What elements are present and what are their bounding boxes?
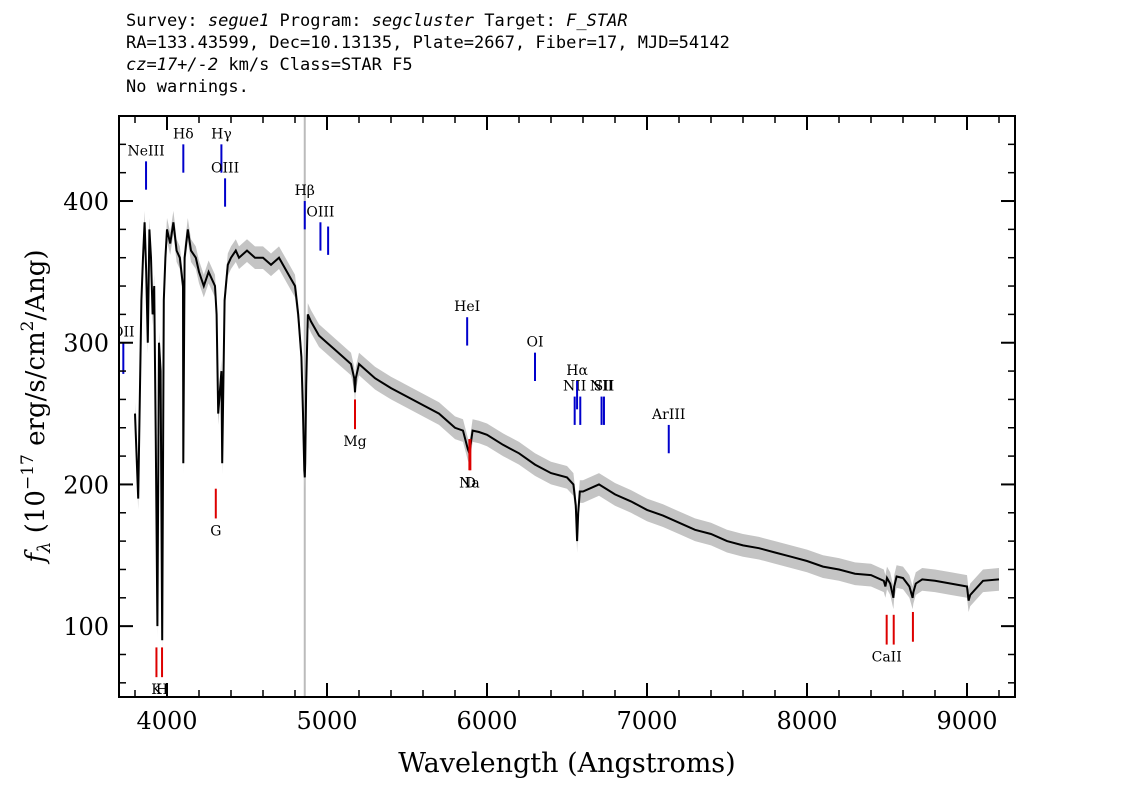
y-label-exp1: −17 xyxy=(18,454,38,490)
y-label-exp2: 2 xyxy=(18,321,38,332)
header-line-2: RA=133.43599, Dec=10.13135, Plate=2667, … xyxy=(126,33,730,53)
survey-value: segue1 xyxy=(207,11,270,31)
x-tick-label: 6000 xyxy=(456,707,517,735)
y-axis-label: fλ (10−17 erg/s/cm2/Ang) xyxy=(18,249,55,564)
emission-line-label: NII xyxy=(590,379,613,395)
redshift-value: cz=17+/-2 xyxy=(126,55,219,75)
emission-line-label: ArIII xyxy=(651,407,685,423)
plot-frame xyxy=(118,115,1016,698)
x-tick-label: 8000 xyxy=(776,707,837,735)
emission-line-label: OIII xyxy=(211,160,239,176)
header-line-4: No warnings. xyxy=(126,77,249,97)
header-line-1: Survey: segue1 Program: segcluster Targe… xyxy=(126,10,730,32)
program-label: Program: xyxy=(269,11,372,31)
axis-ticks: 4000 5000 6000 7000 8000 9000 100 200 300 400 xyxy=(63,116,1015,735)
emission-line-label: HeI xyxy=(454,299,480,315)
y-tick-label: 400 xyxy=(63,188,109,216)
absorption-line-label: CaII xyxy=(872,650,902,666)
emission-line-label: SII xyxy=(594,379,615,395)
emission-line-label: OIII xyxy=(306,204,334,220)
absorption-line-label: Na xyxy=(459,475,480,491)
x-tick-label: 7000 xyxy=(616,707,677,735)
emission-line-label: NeIII xyxy=(127,143,164,159)
error-band xyxy=(135,210,999,652)
emission-line-label: NII xyxy=(563,379,586,395)
absorption-line-label: Mg xyxy=(343,434,366,450)
y-label-pre: (10 xyxy=(21,490,51,542)
target-value: F_STAR xyxy=(566,11,628,31)
x-tick-label: 4000 xyxy=(136,707,197,735)
x-axis-label: Wavelength (Angstroms) xyxy=(398,748,735,779)
y-label-post: /Ang) xyxy=(21,249,51,320)
absorption-line-label: D xyxy=(465,475,476,491)
x-tick-label: 9000 xyxy=(936,707,997,735)
y-label-mid: erg/s/cm xyxy=(21,331,51,454)
emission-line-label: Hβ xyxy=(295,183,315,199)
header-line-3: cz=17+/-2 km/s Class=STAR F5 xyxy=(126,54,730,76)
program-value: segcluster xyxy=(371,11,475,31)
emission-line-label: Hα xyxy=(566,363,588,379)
emission-line-label: OI xyxy=(526,335,543,351)
y-tick-label: 300 xyxy=(63,330,109,358)
y-tick-label: 100 xyxy=(63,613,109,641)
spectrum-line xyxy=(134,222,1000,641)
x-tick-label: 5000 xyxy=(296,707,357,735)
emission-line-label: OII xyxy=(112,325,135,341)
absorption-line-label: H xyxy=(156,682,168,698)
spectrum-header: Survey: segue1 Program: segcluster Targe… xyxy=(126,10,730,98)
y-tick-label: 200 xyxy=(63,471,109,499)
target-label: Target: xyxy=(474,11,567,31)
emission-line-label: Hγ xyxy=(211,126,232,142)
survey-label: Survey: xyxy=(126,11,208,31)
absorption-line-label: G xyxy=(210,523,221,539)
emission-line-label: Hδ xyxy=(173,126,194,142)
absorption-line-label: K xyxy=(151,682,162,698)
class-info: km/s Class=STAR F5 xyxy=(218,55,413,75)
y-label-lambda: λ xyxy=(34,542,55,554)
